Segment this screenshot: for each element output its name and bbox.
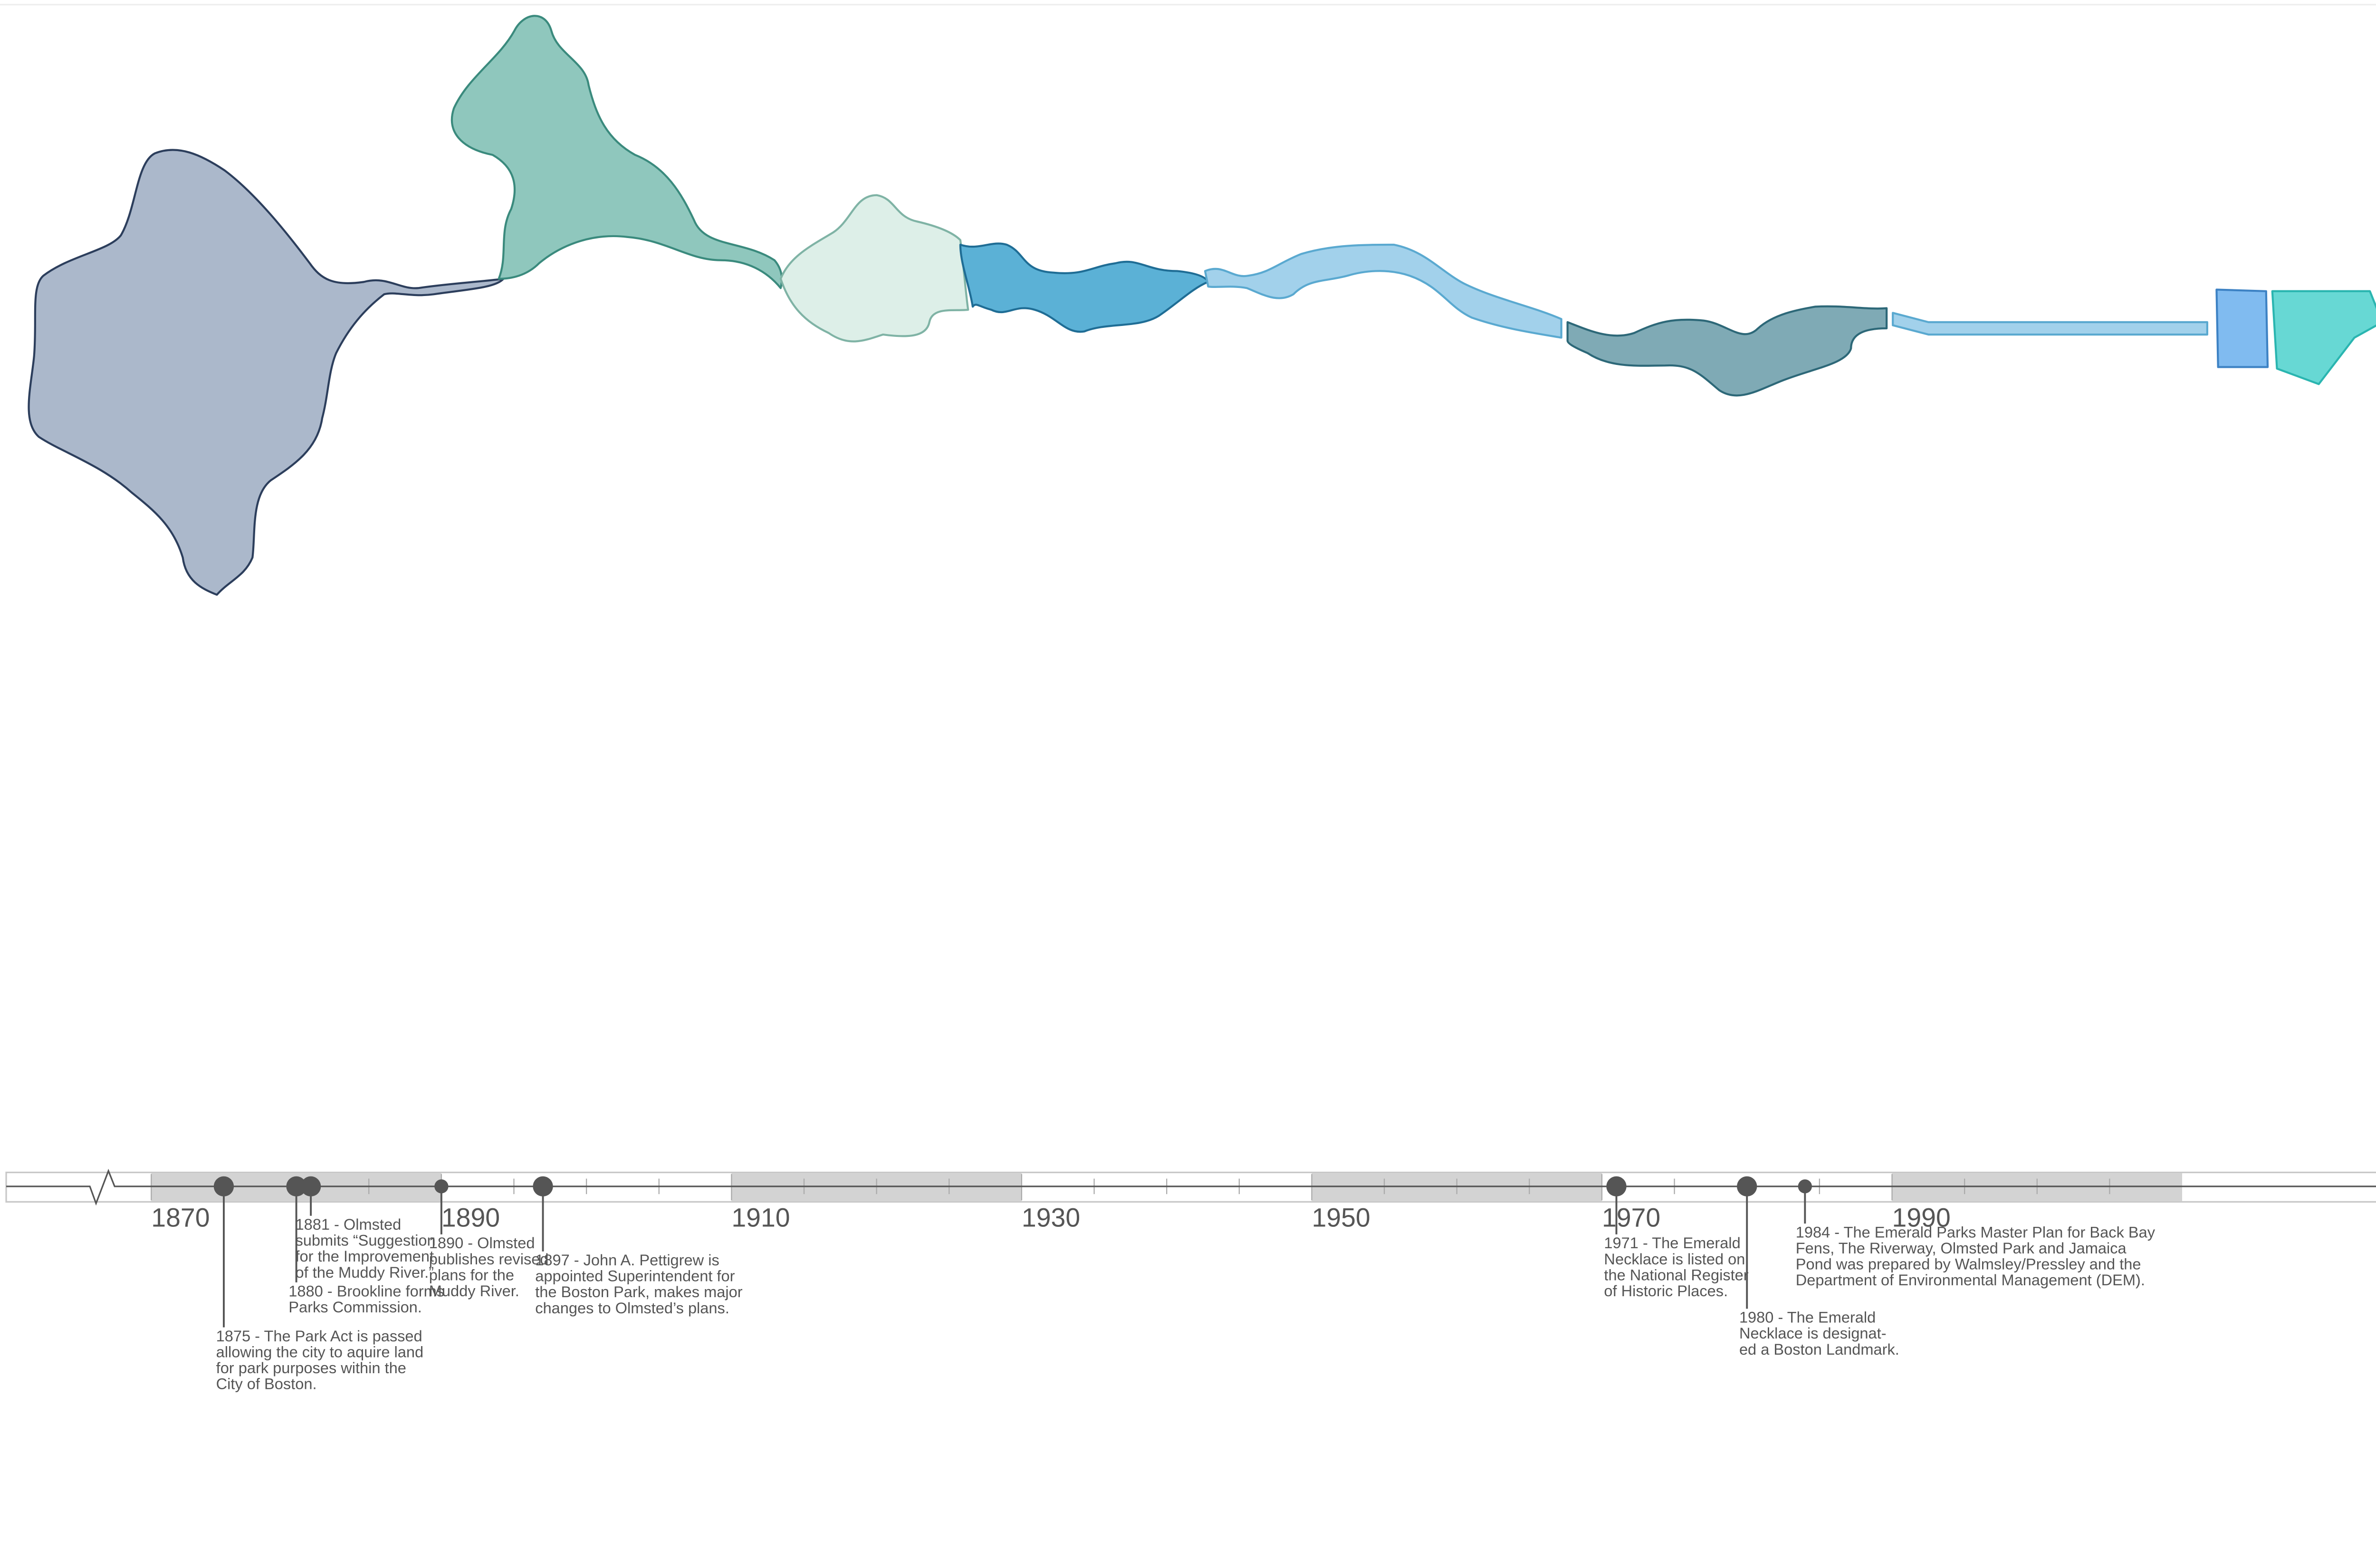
event-dot (1606, 1176, 1627, 1197)
event-label: the National Register (1604, 1266, 1748, 1283)
event-label: Pond was prepared by Walmsley/Pressley a… (1796, 1255, 2141, 1273)
park-shape (450, 15, 783, 289)
parks-map (28, 15, 2376, 596)
x-tick-label: 1930 (1022, 1203, 1080, 1233)
event-dot (213, 1176, 234, 1197)
x-tick-label: 1950 (1312, 1203, 1370, 1233)
event-label: changes to Olmsted’s plans. (535, 1299, 729, 1317)
event-label: Necklace is designat- (1739, 1324, 1887, 1342)
event-label: City of Boston. (216, 1375, 317, 1393)
park-shape (28, 149, 505, 596)
event-label: 1897 - John A. Pettigrew is (535, 1251, 719, 1269)
event-label: 1875 - The Park Act is passed (216, 1327, 422, 1345)
axis-ticks: 1870 1890 1910 1930 1950 1970 1990 (6, 1168, 2376, 1233)
park-shape (1566, 305, 1888, 397)
event-label: 1881 - Olmsted (296, 1215, 402, 1233)
event-label: of Historic Places. (1604, 1282, 1728, 1300)
event-label: ed a Boston Landmark. (1739, 1340, 1899, 1358)
event-label: Parks Commission. (288, 1298, 422, 1316)
event-label: 1890 - Olmsted (429, 1234, 535, 1252)
event-label: Necklace is listed on (1604, 1250, 1745, 1268)
park-shape (2271, 290, 2376, 385)
event-label: Department of Environmental Management (… (1796, 1271, 2145, 1289)
event-dot (434, 1179, 449, 1194)
event-label: for park purposes within the (216, 1359, 406, 1377)
event-label: 1971 - The Emerald (1604, 1234, 1740, 1252)
event-dot (1798, 1179, 1812, 1194)
event-label: Muddy River. (429, 1282, 519, 1300)
event-label: 1980 - The Emerald (1739, 1309, 1876, 1326)
event-dot (286, 1176, 307, 1197)
x-tick-label: 1870 (151, 1203, 210, 1233)
x-tick-label: 1990 (1892, 1203, 1951, 1233)
event-dot (1737, 1176, 1757, 1197)
axis-line (6, 1168, 2376, 1206)
event-label: the Boston Park, makes major (535, 1283, 743, 1300)
x-tick-label: 1910 (731, 1203, 790, 1233)
park-shape (779, 194, 969, 343)
park-shape (959, 242, 1209, 333)
event-label: submits “Suggestion (296, 1232, 436, 1249)
park-shape (1204, 243, 1562, 339)
x-tick-label: 1890 (441, 1203, 500, 1233)
event-label: 1984 - The Emerald Parks Master Plan for… (1796, 1223, 2156, 1241)
event-label: appointed Superintendent for (535, 1267, 735, 1285)
x-tick-label: 1970 (1602, 1203, 1660, 1233)
event-label: publishes revised (429, 1250, 549, 1268)
event-dot (300, 1176, 321, 1197)
event-label: of the Muddy River.” (296, 1263, 434, 1281)
event-label: allowing the city to aquire land (216, 1343, 423, 1360)
event-dot (533, 1176, 553, 1197)
event-label: 1880 - Brookline forms (288, 1282, 444, 1300)
park-shape (2215, 288, 2269, 368)
park-shape (1892, 312, 2209, 336)
event-label: plans for the (429, 1266, 514, 1283)
event-label: Fens, The Riverway, Olmsted Park and Jam… (1796, 1239, 2127, 1257)
event-label: for the Improvement (296, 1247, 434, 1265)
